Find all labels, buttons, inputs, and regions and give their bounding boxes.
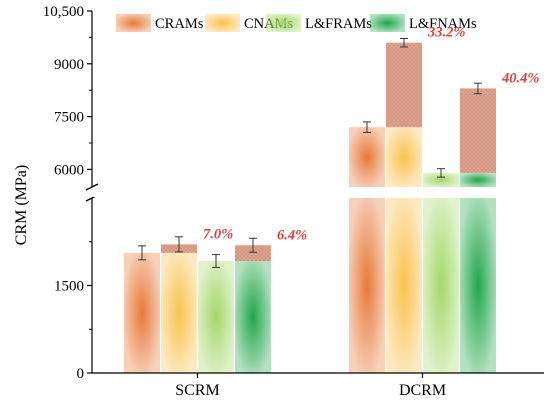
- axis-break-gap: [93, 188, 545, 197]
- bar-dcrm-3-upper: [460, 172, 496, 187]
- legend-item-3: L&FNAMs: [370, 14, 477, 32]
- axis-break-mark: [85, 183, 99, 191]
- legend-swatch: [370, 14, 405, 32]
- bar-scrm-1: [161, 252, 197, 373]
- bar-dcrm-0-lower: [349, 198, 385, 373]
- error-bar-scrm-2: [212, 254, 220, 268]
- error-bar-dcrm-0: [363, 121, 371, 133]
- percent-label-2: 33.2%: [427, 25, 465, 41]
- percent-label-0: 7.0%: [203, 226, 233, 242]
- bar-dcrm-1-lower: [386, 198, 422, 373]
- bars: [124, 127, 496, 373]
- bar-dcrm-0-upper: [349, 127, 385, 187]
- x-tick-label-dcrm: DCRM: [399, 382, 446, 399]
- increase-segment-1: [235, 245, 271, 261]
- error-bar-scrm-3: [249, 237, 257, 253]
- error-bar-dcrm-3: [474, 82, 482, 95]
- increase-segments: [161, 42, 496, 261]
- legend-item-2: L&FRAMs: [266, 14, 372, 32]
- error-bars: [138, 37, 482, 268]
- y-tick-label: 7500: [54, 110, 84, 126]
- axes: 0 1500 6000 7500 9000 10,500 SCRM DCRM: [43, 4, 545, 399]
- legend-swatch: [116, 14, 151, 32]
- y-axis-title: CRM (MPa): [13, 165, 30, 245]
- y-tick-label: 10,500: [43, 4, 84, 20]
- error-bar-dcrm-1: [400, 37, 408, 48]
- legend-label: L&FRAMs: [305, 16, 372, 32]
- bar-dcrm-2-lower: [423, 198, 459, 373]
- increase-segment-3: [460, 88, 496, 173]
- y-tick-label: 0: [77, 366, 85, 382]
- bar-scrm-3: [235, 261, 271, 373]
- bar-scrm-0: [124, 252, 160, 373]
- x-tick-label-scrm: SCRM: [175, 382, 219, 399]
- legend-swatch: [205, 14, 240, 32]
- y-tick-label: 1500: [54, 279, 84, 295]
- error-bar-scrm-0: [138, 245, 146, 261]
- bar-dcrm-3-lower: [460, 198, 496, 373]
- legend-swatch: [266, 14, 301, 32]
- percent-label-3: 40.4%: [501, 70, 539, 86]
- bar-dcrm-1-upper: [386, 127, 422, 187]
- error-bar-dcrm-2: [437, 168, 445, 178]
- legend-item-0: CRAMs: [116, 14, 204, 32]
- y-tick-label: 9000: [54, 57, 84, 73]
- legend-label: CRAMs: [155, 16, 204, 32]
- y-tick-label: 6000: [54, 162, 84, 178]
- bar-dcrm-2-upper: [423, 172, 459, 187]
- error-bar-scrm-1: [175, 236, 183, 253]
- legend-label: L&FNAMs: [409, 16, 477, 32]
- annotations: 7.0% 6.4% 33.2% 40.4%: [203, 25, 539, 244]
- percent-label-1: 6.4%: [277, 227, 307, 243]
- increase-segment-2: [386, 42, 422, 128]
- bar-scrm-2: [198, 261, 234, 373]
